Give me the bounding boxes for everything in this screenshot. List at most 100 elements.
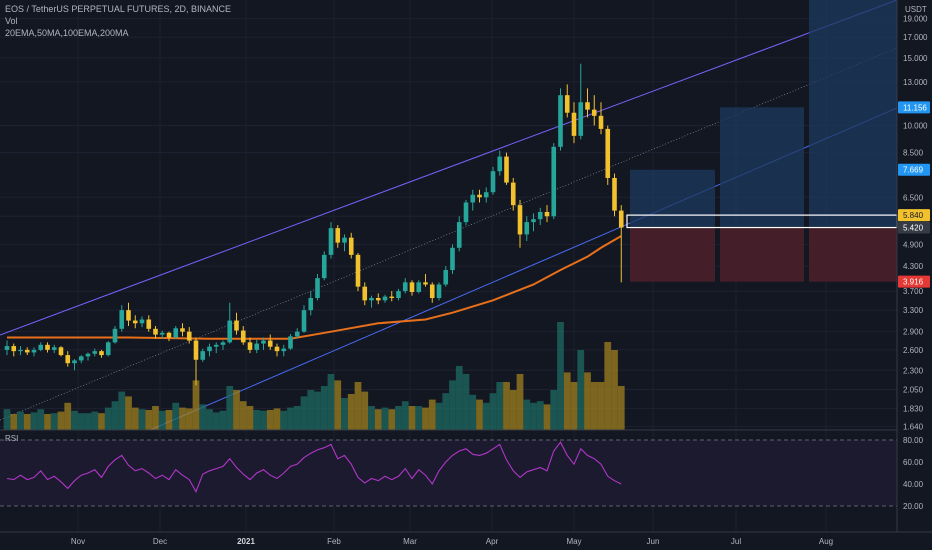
volume-bar	[253, 410, 261, 430]
candle-body	[220, 342, 226, 345]
price-tag	[898, 221, 930, 234]
volume-bar	[104, 407, 112, 430]
volume-bar	[455, 366, 463, 430]
volume-bar	[10, 414, 18, 430]
volume-bar	[125, 396, 132, 430]
volume-bar	[341, 398, 348, 430]
candle-body	[409, 282, 415, 293]
candle-body	[301, 310, 307, 332]
volume-bar	[536, 401, 544, 430]
price-tick-label: 19.000	[903, 15, 928, 24]
volume-bar	[543, 404, 551, 430]
candle-body	[288, 336, 293, 349]
volume-bar	[577, 350, 585, 430]
rsi-tick-label: 20.00	[903, 502, 924, 511]
time-axis-label: May	[566, 537, 581, 546]
candle-body	[537, 211, 543, 220]
candle-body	[159, 332, 165, 335]
candle-body	[605, 128, 611, 178]
volume-bar	[246, 406, 254, 430]
price-tick-label: 3.300	[903, 306, 924, 315]
time-axis-label: Aug	[819, 537, 833, 546]
price-tag-label: 7.669	[903, 166, 924, 175]
candle-body	[58, 347, 64, 356]
candle-body	[78, 356, 84, 361]
volume-bar	[260, 410, 267, 430]
volume-bar	[111, 401, 119, 430]
candle-body	[105, 342, 111, 356]
time-axis-label: Feb	[327, 537, 341, 546]
price-tick-label: 8.500	[903, 149, 924, 158]
candle-body	[281, 348, 287, 352]
candle-body	[450, 247, 455, 271]
candle-body	[213, 344, 219, 347]
symbol-title: EOS / TetherUS PERPETUAL FUTURES, 2D, BI…	[5, 4, 232, 14]
candle-body	[227, 320, 233, 343]
volume-bar	[158, 410, 166, 430]
rsi-tick-label: 40.00	[903, 480, 924, 489]
volume-bar	[145, 410, 153, 430]
volume-bar	[516, 374, 524, 430]
price-tick-label: 2.600	[903, 346, 924, 355]
price-tick-label: 6.500	[903, 193, 924, 202]
price-tick-label: 10.000	[903, 122, 928, 131]
stop-zone-2	[720, 227, 804, 282]
volume-bar	[233, 390, 240, 430]
volume-bar	[30, 412, 38, 430]
rsi-line	[6, 441, 622, 493]
volume-bar	[428, 399, 436, 430]
volume-bar	[469, 394, 477, 430]
target-zone-3	[809, 0, 897, 228]
candle-body	[585, 102, 590, 110]
moving-average-line	[7, 235, 622, 340]
volume-bar	[496, 382, 504, 430]
time-axis-label: Jul	[731, 537, 741, 546]
candle-body	[443, 270, 449, 285]
candle-body	[173, 328, 179, 338]
candle-body	[558, 95, 563, 147]
candle-body	[416, 282, 422, 293]
candle-body	[591, 109, 597, 116]
rsi-tick-label: 60.00	[903, 458, 924, 467]
time-axis-label: Apr	[486, 537, 499, 546]
volume-bar	[50, 413, 58, 430]
rsi-tick-label: 80.00	[903, 436, 924, 445]
volume-bar	[199, 404, 207, 430]
volume-bar	[206, 409, 213, 430]
candle-body	[497, 156, 503, 172]
time-axis-label: Dec	[153, 537, 167, 546]
candle-body	[85, 353, 91, 357]
candle-body	[11, 346, 17, 352]
volume-bar	[280, 410, 288, 430]
time-axis-label: 2021	[237, 537, 255, 546]
stop-zone-3	[809, 227, 897, 282]
candle-body	[618, 210, 624, 228]
price-tag	[898, 101, 930, 114]
volume-bar	[192, 380, 200, 430]
volume-bar	[185, 408, 193, 430]
candle-body	[477, 194, 482, 198]
volume-bar	[368, 406, 375, 430]
volume-bar	[482, 402, 490, 430]
candle-body	[564, 95, 570, 113]
price-tag	[898, 275, 930, 288]
volume-bar	[57, 411, 65, 430]
candle-body	[193, 340, 199, 360]
candle-body	[126, 310, 131, 321]
candle-body	[551, 146, 557, 217]
candle-body	[146, 319, 152, 329]
volume-bar	[165, 410, 173, 430]
candle-body	[598, 115, 604, 129]
volume-bar	[462, 374, 470, 430]
candle-body	[423, 282, 428, 285]
candle-body	[382, 296, 388, 301]
candle-body	[402, 282, 408, 292]
volume-bar	[415, 406, 423, 430]
rsi-label: RSI	[5, 434, 18, 443]
volume-bar	[91, 411, 99, 430]
candle-body	[240, 330, 246, 343]
volume-bar	[71, 410, 78, 430]
volume-bar	[435, 402, 443, 430]
candle-body	[335, 228, 341, 243]
